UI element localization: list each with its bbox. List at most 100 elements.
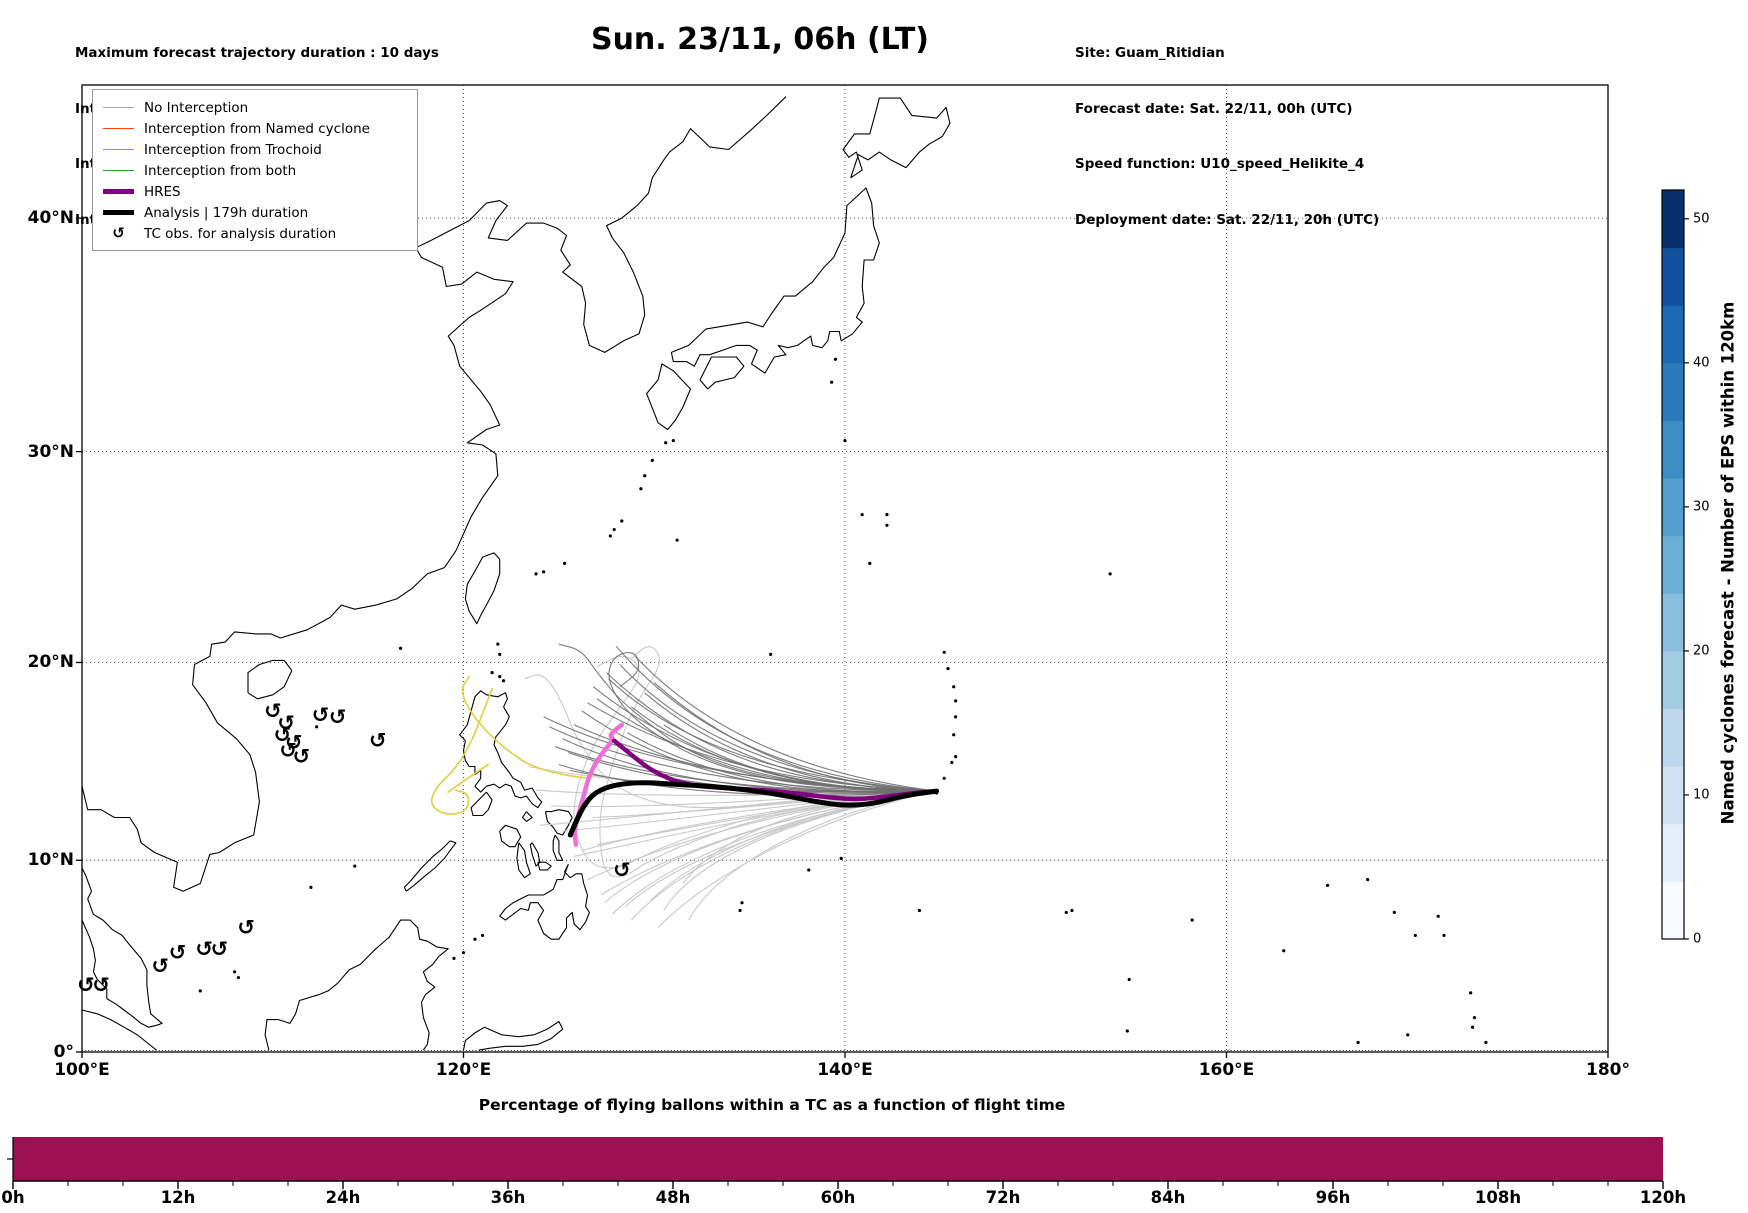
island-dot-21 (950, 760, 954, 765)
island-dot-24 (954, 715, 958, 719)
island-dot-33 (917, 908, 921, 913)
bottom-xtick-label-120h: 120h (1639, 1188, 1687, 1207)
legend-label-4: HRES (144, 183, 181, 200)
trajectory-no-interception-dark-16 (558, 763, 937, 796)
island-dot-61 (473, 937, 477, 941)
island-dot-1 (671, 438, 675, 443)
island-dot-2 (650, 458, 654, 463)
coastline-island-5 (247, 659, 293, 700)
coastline-island-20 (81, 1009, 157, 1051)
map-xtick-label-140: 140°E (817, 1060, 873, 1080)
trajectory-trochoid-0 (461, 675, 589, 780)
island-dot-66 (398, 646, 403, 650)
island-dot-45 (1472, 1016, 1477, 1020)
island-dot-46 (1470, 1025, 1475, 1029)
island-dot-47 (1484, 1040, 1488, 1045)
island-dot-38 (1325, 883, 1330, 887)
bottom-xtick-label-84h: 84h (1150, 1188, 1186, 1207)
map-ytick-label-40: 40°N (27, 208, 74, 229)
tc-observation-icon-6: ↺ (312, 703, 330, 727)
tc-observation-icon-3: ↺ (285, 731, 303, 755)
island-dot-57 (236, 975, 241, 980)
trajectory-no-interception-light-19 (657, 790, 937, 929)
legend-label-5: Analysis | 179h duration (144, 204, 309, 221)
island-dot-18 (868, 561, 872, 565)
island-dot-51 (1127, 977, 1131, 982)
coastline-island-14 (544, 809, 573, 836)
coastline-island-1 (699, 356, 745, 390)
island-dot-64 (309, 885, 313, 889)
island-dot-26 (952, 685, 956, 689)
tc-observation-icon-13: ↺ (169, 941, 187, 965)
trajectory-no-interception-dark-8 (608, 678, 937, 792)
legend-sample-0 (103, 107, 134, 108)
bottom-xtick-label-12h: 12h (160, 1188, 196, 1207)
legend-sample-3 (103, 170, 134, 171)
colorbar-segment-6 (1662, 535, 1684, 594)
bottom-xtick-label-96h: 96h (1315, 1188, 1351, 1207)
trajectory-loop-light-1 (599, 646, 937, 878)
island-dot-15 (860, 512, 864, 517)
coastline-island-15 (522, 811, 533, 822)
trajectory-trochoid-2 (447, 763, 490, 793)
bottom-xtick-label-0h: 0h (1, 1188, 25, 1207)
header-deployment-date: Deployment date: Sat. 22/11, 20h (UTC) (1075, 211, 1380, 228)
map-xtick-label-160: 160°E (1198, 1060, 1255, 1080)
bottom-xtick-label-60h: 60h (820, 1188, 856, 1207)
coastline-island-16 (499, 863, 590, 940)
legend-line-sample-2 (103, 149, 134, 150)
legend-item-2: Interception from Trochoid (103, 139, 407, 160)
island-dot-68 (1108, 572, 1112, 576)
coastline-island-3 (842, 97, 951, 179)
island-dot-29 (738, 908, 742, 913)
tc-observation-icon-4: ↺ (279, 739, 297, 763)
island-dot-42 (1436, 914, 1440, 918)
header-max-duration: Maximum forecast trajectory duration : 1… (75, 45, 439, 61)
legend-item-6: ↺ TC obs. for analysis duration (103, 223, 407, 244)
island-dot-44 (1469, 991, 1473, 995)
header-site: Site: Guam_Ritidian (1075, 45, 1225, 61)
colorbar-segment-1 (1662, 823, 1684, 882)
colorbar-tick-label-40: 40 (1693, 355, 1710, 371)
coastline-island-11 (529, 842, 541, 867)
map-xtick-label-100: 100°E (54, 1060, 110, 1080)
legend-item-0: No Interception (103, 97, 407, 118)
island-dot-16 (885, 512, 889, 517)
island-dot-35 (1064, 910, 1068, 914)
tc-observation-icon-15: ↺ (211, 937, 229, 961)
colorbar-tick-label-30: 30 (1693, 499, 1710, 515)
coastline-mainland-asia (81, 96, 787, 892)
island-dot-31 (807, 868, 811, 872)
colorbar-segment-12 (1662, 190, 1684, 249)
island-dot-69 (769, 652, 773, 656)
island-dot-9 (542, 570, 546, 574)
island-dot-53 (496, 642, 500, 646)
island-dot-43 (1442, 933, 1446, 938)
legend-label-3: Interception from both (144, 162, 297, 179)
island-dot-13 (830, 380, 834, 384)
island-dot-52 (498, 652, 502, 656)
trajectory-no-interception-dark-17 (653, 682, 937, 792)
legend-box: No Interception Interception from Named c… (92, 89, 418, 251)
island-dot-3 (643, 474, 647, 478)
colorbar-tick-label-10: 10 (1693, 787, 1710, 803)
island-dot-55 (498, 675, 502, 679)
track-analysis (567, 780, 940, 838)
legend-line-sample-1 (103, 128, 134, 129)
header-speed-function: Speed function: U10_speed_Helikite_4 (1075, 156, 1365, 172)
coastline-island-9 (499, 824, 522, 848)
coastline-island-0 (646, 363, 692, 431)
map-ytick-label-30: 30°N (27, 441, 74, 462)
island-dot-59 (198, 989, 202, 993)
legend-item-4: HRES (103, 181, 407, 202)
island-dot-63 (452, 956, 456, 961)
island-dot-11 (675, 538, 679, 542)
island-dot-22 (954, 754, 958, 759)
island-dot-28 (942, 650, 946, 654)
island-dot-67 (315, 725, 319, 729)
colorbar-segment-2 (1662, 766, 1684, 825)
island-dot-54 (490, 671, 494, 675)
legend-label-0: No Interception (144, 99, 249, 116)
trajectory-no-interception-light-1 (600, 790, 937, 896)
